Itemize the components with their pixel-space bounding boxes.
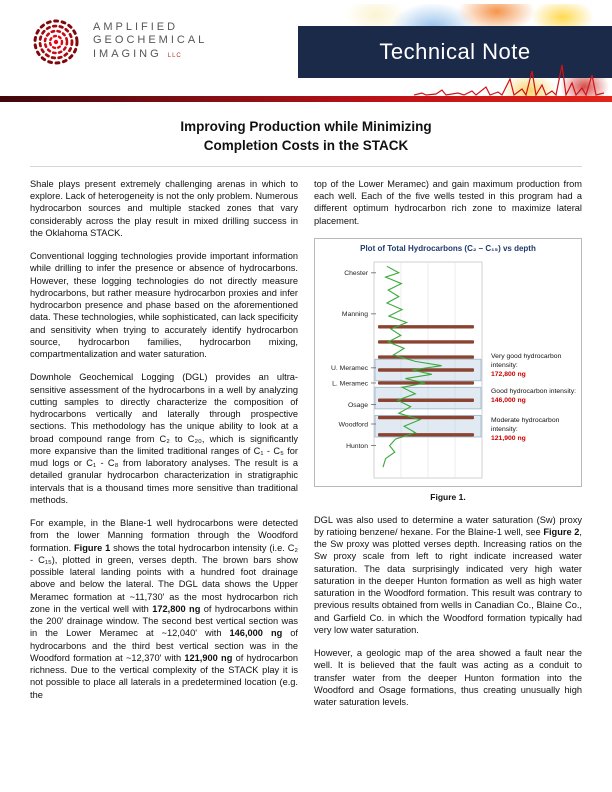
svg-text:Woodford: Woodford [339,422,369,429]
figure1-chart: Chester Manning U. Meramec L. Meramec Osage W… [331,261,483,479]
chromatogram-trace-icon [414,64,604,97]
article-body: Shale plays present extremely challengin… [0,178,612,720]
article-title-line1: Improving Production while Minimizing [180,119,432,134]
article-title-line2: Completion Costs in the STACK [203,137,409,153]
svg-text:L. Meramec: L. Meramec [332,381,368,388]
agi-logo: AMPLIFIED GEOCHEMICAL IMAGING LLC [30,16,207,68]
agi-logo-icon [33,19,79,65]
logo-word-imaging: IMAGING LLC [93,47,182,60]
annotation-moderate-value: 121,900 ng [491,434,526,442]
paragraph-blane1-example: For example, in the Blane-1 well hydroca… [30,518,299,700]
title-divider [30,165,582,167]
annotation-moderate: Moderate hydrocarbon intensity: 121,900 … [491,417,578,443]
paragraph-fault: However, a geologic map of the area show… [314,648,582,708]
annotation-very-good-value: 172,800 ng [491,370,526,378]
logo-word-amplified: AMPLIFIED [93,20,179,33]
svg-text:Osage: Osage [348,402,368,409]
annotation-very-good-label: Very good hydrocarbon intensity: [491,353,562,370]
figure-1-chart-row: Chester Manning U. Meramec L. Meramec Osage W… [318,257,578,483]
banner: Technical Note [298,26,612,78]
annotation-good-value: 146,000 ng [491,397,526,405]
figure-1-annotations: Very good hydrocarbon intensity: 172,800… [488,257,578,483]
svg-text:Manning: Manning [342,312,368,319]
paragraph-intro: Shale plays present extremely challengin… [30,178,298,238]
annotation-moderate-label: Moderate hydrocarbon intensity: [491,417,560,434]
figure-1-box: Plot of Total Hydrocarbons (C₂ – C₁₅) vs… [314,237,582,488]
svg-text:U. Meramec: U. Meramec [331,366,369,373]
header: Technical Note AMPLIFIED GEOCHEMICAL IMA… [0,0,612,98]
left-column: Shale plays present extremely challengin… [30,178,298,720]
svg-text:Hunton: Hunton [346,443,368,450]
article-title: Improving Production while Minimizing Co… [0,118,612,156]
paragraph-dgl: Downhole Geochemical Logging (DGL) provi… [30,372,298,505]
logo-text: AMPLIFIED GEOCHEMICAL IMAGING LLC [93,21,207,64]
right-column: top of the Lower Meramec) and gain maxim… [314,178,582,720]
figure-1: Plot of Total Hydrocarbons (C₂ – C₁₅) vs… [314,237,582,504]
annotation-good-label: Good hydrocarbon intensity: [491,388,577,396]
figure-1-title: Plot of Total Hydrocarbons (C₂ – C₁₅) vs… [360,243,536,253]
banner-title: Technical Note [379,39,531,64]
logo-llc: LLC [167,52,182,59]
red-gradient-rule [0,64,612,102]
figure-1-caption: Figure 1. [430,492,466,503]
annotation-very-good: Very good hydrocarbon intensity: 172,800… [491,353,578,379]
annotation-good: Good hydrocarbon intensity: 146,000 ng [491,388,578,405]
paragraph-water-saturation: DGL was also used to determine a water s… [314,514,582,635]
paragraph-continuation: top of the Lower Meramec) and gain maxim… [314,178,582,226]
svg-text:Chester: Chester [344,270,369,277]
paragraph-conventional-logging: Conventional logging technologies provid… [30,251,298,360]
logo-word-geochemical: GEOCHEMICAL [93,34,208,47]
